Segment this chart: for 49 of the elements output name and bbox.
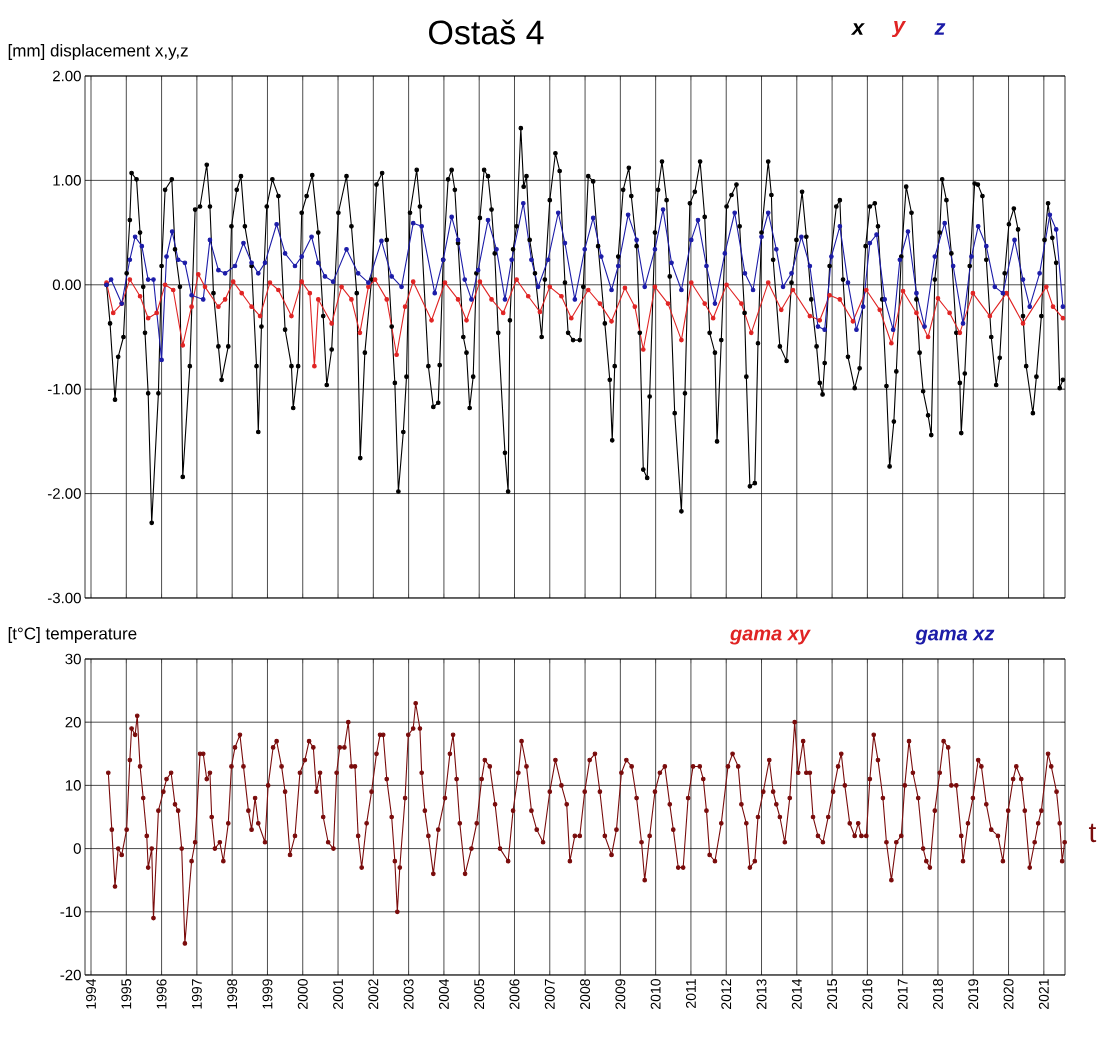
chart-title: Ostaš 4 <box>429 19 544 45</box>
text: y <box>891 20 907 38</box>
x-tick-label: 1995 <box>121 979 132 1009</box>
x-tick-label: 2015 <box>827 979 838 1009</box>
x-tick-label: 2012 <box>721 979 732 1009</box>
x-tick-label: 2003 <box>403 979 414 1009</box>
y-tick-label: -2.00 <box>47 488 81 499</box>
y-tick-label: 1.00 <box>53 175 81 186</box>
x-tick-label: 2006 <box>509 979 520 1009</box>
text: x <box>850 23 865 35</box>
x-tick-label: 2002 <box>368 979 379 1009</box>
x-tick-label: 2017 <box>897 979 908 1009</box>
x-tick-label: 1997 <box>191 979 202 1009</box>
y-tick-label: 0 <box>73 843 81 854</box>
x-tick-label: 2018 <box>933 979 943 1009</box>
x-tick-label: 2019 <box>968 979 979 1009</box>
x-tick-label: 2007 <box>544 979 555 1009</box>
y-tick-label: -10 <box>60 906 81 918</box>
y-tick-label: -1.00 <box>47 383 81 395</box>
x-tick-label: 2014 <box>791 978 802 1009</box>
text: gama xz <box>915 629 995 645</box>
x-tick-label: 2009 <box>615 979 626 1009</box>
y-axis-title: [mm] displacement x,y,z <box>8 44 188 60</box>
x-tick-label: 2001 <box>333 979 343 1009</box>
y-axis-title: [t°C] temperature <box>8 627 137 643</box>
y-tick-label: -20 <box>60 969 81 981</box>
text: z <box>934 23 946 35</box>
y-tick-label: 10 <box>65 780 81 791</box>
x-tick-label: 2011 <box>685 979 696 1008</box>
x-tick-label: 2020 <box>1003 979 1014 1009</box>
x-tick-label: 2021 <box>1038 979 1049 1009</box>
x-tick-label: 2016 <box>862 979 873 1009</box>
x-tick-label: 2004 <box>438 978 449 1009</box>
x-tick-label: 2010 <box>650 979 661 1009</box>
y-tick-label: 0.00 <box>52 279 81 291</box>
x-tick-label: 2013 <box>756 979 767 1009</box>
x-tick-label: 1998 <box>227 979 238 1009</box>
text: gama xy <box>729 629 811 645</box>
x-tick-label: 2000 <box>297 979 308 1009</box>
y-tick-label: -3.00 <box>47 592 81 604</box>
series-label: t <box>1088 823 1097 843</box>
x-tick-label: 1994 <box>86 978 96 1009</box>
y-tick-label: 30 <box>65 653 81 665</box>
y-tick-label: 2.00 <box>53 70 81 82</box>
x-tick-label: 2005 <box>474 979 485 1009</box>
x-tick-label: 2008 <box>580 979 591 1009</box>
x-tick-label: 1999 <box>262 979 273 1009</box>
x-tick-label: 1996 <box>156 979 167 1009</box>
y-tick-label: 20 <box>65 716 81 728</box>
